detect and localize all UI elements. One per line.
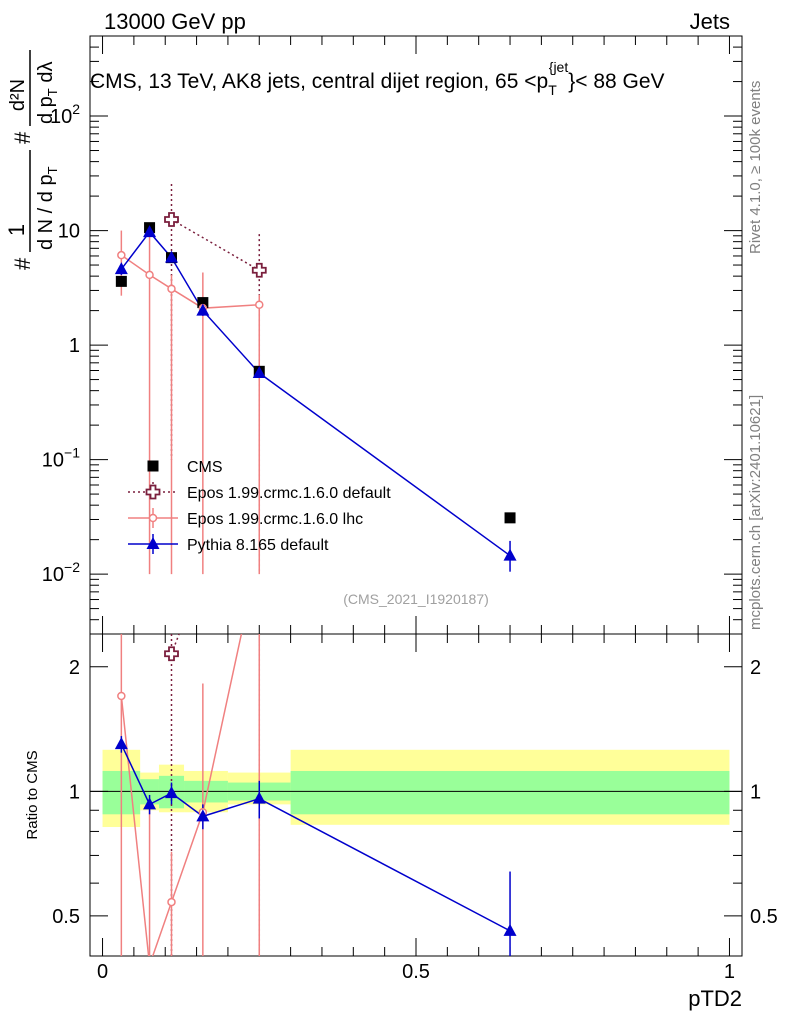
marker-epos-1-99-crmc-1-6-0-default xyxy=(251,262,267,278)
ratio-marker-pythia-8-165-default xyxy=(503,923,517,936)
ratio-line-epos-1-99-crmc-1-6-0-lhc xyxy=(120,634,243,956)
plot-title-subscript: T xyxy=(548,82,557,98)
plot-title: CMS, 13 TeV, AK8 jets, central dijet reg… xyxy=(90,59,665,98)
series-line-epos-1-99-crmc-1-6-0-lhc xyxy=(120,254,260,309)
marker-epos-1-99-crmc-1-6-0-default xyxy=(164,212,179,227)
y-title-hash-2: # xyxy=(10,131,35,144)
cms-data-point xyxy=(115,275,127,287)
y-axis-title: # 1 d N / d pT # d²N d pT dλ xyxy=(4,50,60,270)
legend-label: Pythia 8.165 default xyxy=(187,537,329,554)
ratio-marker-pythia-8-165-default xyxy=(114,737,128,750)
marker-pythia-8-165-default xyxy=(196,303,210,316)
ratio-tick-label-right: 2 xyxy=(750,657,761,679)
marker-epos-1-99-crmc-1-6-0-lhc xyxy=(167,284,176,294)
x-axis-label: pTD2 xyxy=(688,986,742,1011)
y-tick-label: 10 xyxy=(58,221,80,243)
source-label: mcplots.cern.ch [arXiv:2401.10621] xyxy=(747,395,764,630)
legend-marker xyxy=(146,537,160,549)
ratio-line-pythia-8-165-default xyxy=(120,743,511,932)
series-line-pythia-8-165-default xyxy=(120,230,511,557)
ratio-band-stat xyxy=(290,770,730,815)
axes-ticks: 0 0.5 1 10−2 10−1 1 10 102 0.5 0.5 1 1 2 2 xyxy=(42,35,778,983)
ratio-marker-pythia-8-165-default xyxy=(143,797,157,810)
plot-title-superscript: {jet xyxy=(549,59,569,75)
ratio-tick-label-right: 0.5 xyxy=(750,906,778,928)
y-tick-label: 10−2 xyxy=(42,559,80,586)
legend-label: Epos 1.99.crmc.1.6.0 default xyxy=(187,485,391,502)
ratio-marker-epos-1-99-crmc-1-6-0-lhc xyxy=(167,897,176,907)
marker-epos-1-99-crmc-1-6-0-lhc xyxy=(117,250,126,260)
rivet-version-label: Rivet 4.1.0, ≥ 100k events xyxy=(747,81,764,254)
marker-pythia-8-165-default xyxy=(114,262,128,275)
ratio-marker-epos-1-99-crmc-1-6-0-default xyxy=(164,646,179,662)
marker-pythia-8-165-default xyxy=(252,366,266,379)
x-tick-label: 0 xyxy=(97,961,108,983)
marker-pythia-8-165-default xyxy=(503,548,517,561)
ratio-tick-label-right: 1 xyxy=(750,781,761,803)
cms-data-point xyxy=(197,297,209,309)
plot-title-main: CMS, 13 TeV, AK8 jets, central dijet reg… xyxy=(90,70,548,93)
x-tick-label: 1 xyxy=(724,961,735,983)
legend-label: CMS xyxy=(187,459,223,476)
ratio-axis-label: Ratio to CMS xyxy=(24,750,41,839)
ratio-series-group xyxy=(114,634,517,956)
y-tick-label: 1 xyxy=(69,335,80,357)
category-label: Jets xyxy=(690,9,730,34)
beam-label: 13000 GeV pp xyxy=(104,9,246,34)
y-tick-label: 10−1 xyxy=(42,445,80,472)
legend-marker xyxy=(145,484,161,500)
plot-title-tail: }< 88 GeV xyxy=(568,70,664,93)
ratio-marker-epos-1-99-crmc-1-6-0-lhc xyxy=(117,691,126,701)
marker-pythia-8-165-default xyxy=(143,225,157,238)
ratio-tick-label: 2 xyxy=(69,657,80,679)
legend: CMS Epos 1.99.crmc.1.6.0 default Epos 1.99… xyxy=(128,459,391,554)
cms-data-point xyxy=(504,512,516,524)
legend-label: Epos 1.99.crmc.1.6.0 lhc xyxy=(187,511,363,528)
y-tick-label: 102 xyxy=(50,101,80,128)
ratio-uncertainty-bands xyxy=(102,749,730,827)
ratio-tick-label: 1 xyxy=(69,781,80,803)
x-tick-label: 0.5 xyxy=(402,961,430,983)
y-title-frac2-den: d pT dλ xyxy=(35,62,60,124)
legend-marker xyxy=(148,513,158,523)
ratio-marker-pythia-8-165-default xyxy=(165,786,178,799)
marker-pythia-8-165-default xyxy=(165,250,178,263)
y-title-frac1-num: 1 xyxy=(4,224,29,236)
y-title-frac1-den: d N / d pT xyxy=(35,166,60,250)
y-title-hash-1: # xyxy=(10,257,35,270)
analysis-id: (CMS_2021_I1920187) xyxy=(343,591,489,607)
legend-marker xyxy=(147,460,159,472)
ratio-marker-pythia-8-165-default xyxy=(196,809,210,822)
marker-epos-1-99-crmc-1-6-0-lhc xyxy=(145,270,154,280)
series-line-epos-1-99-crmc-1-6-0-default xyxy=(171,218,260,271)
y-title-frac2-num: d²N xyxy=(7,79,29,111)
ratio-tick-label: 0.5 xyxy=(52,906,80,928)
ratio-marker-pythia-8-165-default xyxy=(252,791,266,804)
marker-epos-1-99-crmc-1-6-0-lhc xyxy=(255,300,264,310)
